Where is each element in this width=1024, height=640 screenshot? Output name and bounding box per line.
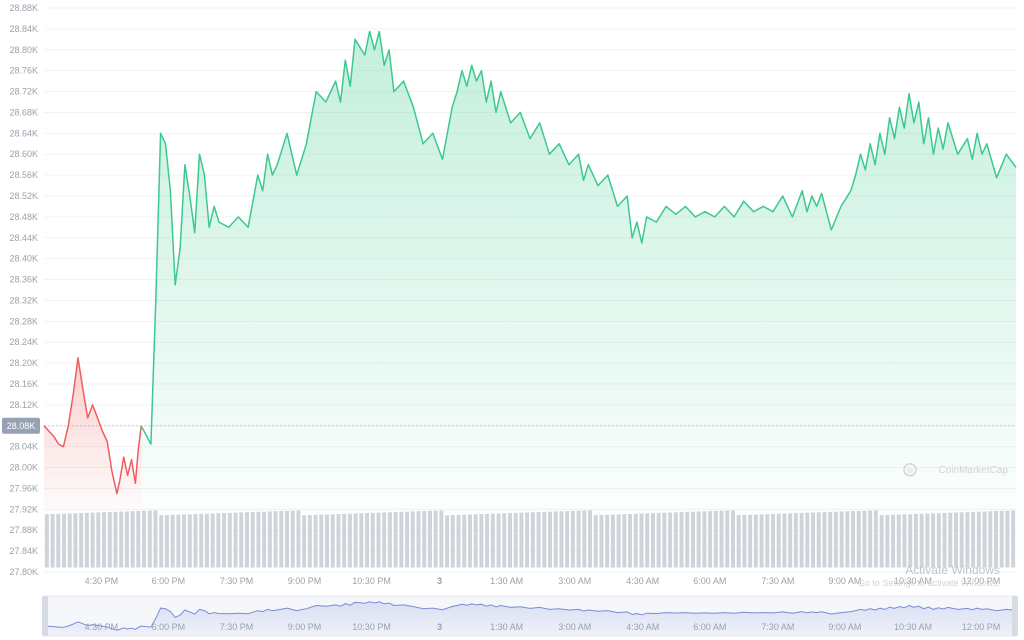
svg-text:27.88K: 27.88K — [9, 525, 38, 535]
svg-text:1:30 AM: 1:30 AM — [490, 622, 523, 632]
svg-text:28.56K: 28.56K — [9, 170, 38, 180]
svg-text:28.84K: 28.84K — [9, 24, 38, 34]
svg-text:28.24K: 28.24K — [9, 337, 38, 347]
svg-text:28.48K: 28.48K — [9, 212, 38, 222]
svg-text:28.80K: 28.80K — [9, 45, 38, 55]
svg-text:28.72K: 28.72K — [9, 87, 38, 97]
svg-text:10:30 PM: 10:30 PM — [352, 622, 391, 632]
svg-text:28.60K: 28.60K — [9, 149, 38, 159]
svg-text:28.12K: 28.12K — [9, 400, 38, 410]
svg-text:28.68K: 28.68K — [9, 107, 38, 117]
svg-text:4:30 PM: 4:30 PM — [85, 576, 119, 586]
svg-text:6:00 AM: 6:00 AM — [693, 576, 726, 586]
svg-text:7:30 AM: 7:30 AM — [761, 576, 794, 586]
svg-text:3:00 AM: 3:00 AM — [558, 622, 591, 632]
price-chart[interactable]: 28.88K 28.84K 28.80K 28.76K 28.72K 28.68K 28.6… — [0, 0, 1024, 640]
svg-text:3:00 AM: 3:00 AM — [558, 576, 591, 586]
svg-text:28.20K: 28.20K — [9, 358, 38, 368]
svg-text:6:00 PM: 6:00 PM — [152, 622, 186, 632]
svg-text:28.04K: 28.04K — [9, 442, 38, 452]
svg-text:CoinMarketCap: CoinMarketCap — [939, 465, 1009, 476]
svg-text:28.44K: 28.44K — [9, 233, 38, 243]
svg-text:27.96K: 27.96K — [9, 483, 38, 493]
svg-text:28.28K: 28.28K — [9, 316, 38, 326]
svg-text:27.84K: 27.84K — [9, 546, 38, 556]
svg-text:10:30 PM: 10:30 PM — [352, 576, 391, 586]
svg-text:28.64K: 28.64K — [9, 128, 38, 138]
svg-text:28.76K: 28.76K — [9, 66, 38, 76]
svg-text:28.00K: 28.00K — [9, 463, 38, 473]
svg-text:9:00 AM: 9:00 AM — [828, 576, 861, 586]
svg-text:3: 3 — [437, 622, 442, 632]
svg-text:Go to Settings to activate Win: Go to Settings to activate Windows. — [858, 578, 1000, 588]
svg-text:28.40K: 28.40K — [9, 254, 38, 264]
svg-text:28.36K: 28.36K — [9, 275, 38, 285]
svg-text:Activate Windows: Activate Windows — [905, 563, 1000, 577]
svg-text:6:00 PM: 6:00 PM — [152, 576, 186, 586]
svg-text:1:30 AM: 1:30 AM — [490, 576, 523, 586]
svg-text:28.32K: 28.32K — [9, 295, 38, 305]
svg-text:4:30 AM: 4:30 AM — [626, 622, 659, 632]
svg-text:7:30 AM: 7:30 AM — [761, 622, 794, 632]
svg-text:4:30 AM: 4:30 AM — [626, 576, 659, 586]
svg-text:12:00 PM: 12:00 PM — [962, 622, 1001, 632]
svg-text:4:30 PM: 4:30 PM — [85, 622, 119, 632]
svg-text:10:30 AM: 10:30 AM — [894, 622, 932, 632]
svg-text:28.16K: 28.16K — [9, 379, 38, 389]
svg-text:3: 3 — [437, 576, 442, 586]
chart-svg: 28.88K 28.84K 28.80K 28.76K 28.72K 28.68K 28.6… — [0, 0, 1024, 640]
svg-text:7:30 PM: 7:30 PM — [220, 622, 254, 632]
svg-text:M: M — [907, 468, 913, 475]
svg-text:28.88K: 28.88K — [9, 3, 38, 13]
svg-text:27.80K: 27.80K — [9, 567, 38, 577]
svg-text:9:00 PM: 9:00 PM — [288, 622, 322, 632]
svg-text:7:30 PM: 7:30 PM — [220, 576, 254, 586]
svg-text:9:00 PM: 9:00 PM — [288, 576, 322, 586]
svg-text:27.92K: 27.92K — [9, 504, 38, 514]
svg-text:6:00 AM: 6:00 AM — [693, 622, 726, 632]
nav-handle-right[interactable] — [1012, 596, 1018, 636]
nav-handle-left[interactable] — [42, 596, 48, 636]
svg-text:28.52K: 28.52K — [9, 191, 38, 201]
svg-text:9:00 AM: 9:00 AM — [828, 622, 861, 632]
svg-text:28.08K: 28.08K — [7, 421, 36, 431]
